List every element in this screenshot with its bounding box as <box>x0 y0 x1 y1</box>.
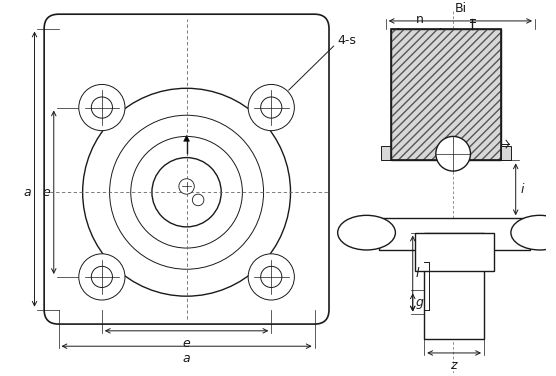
Circle shape <box>192 194 204 206</box>
Circle shape <box>79 85 125 130</box>
Bar <box>415 233 494 271</box>
Bar <box>391 29 502 161</box>
Circle shape <box>261 97 282 118</box>
Circle shape <box>179 179 194 194</box>
Text: i: i <box>520 183 524 196</box>
Circle shape <box>248 254 294 300</box>
Text: g: g <box>416 296 424 309</box>
Circle shape <box>110 115 264 269</box>
Bar <box>391 29 502 161</box>
Text: a: a <box>183 352 190 365</box>
FancyBboxPatch shape <box>44 14 329 324</box>
Circle shape <box>91 266 112 288</box>
Bar <box>381 146 391 161</box>
Text: n: n <box>415 13 424 26</box>
Bar <box>502 146 511 161</box>
Polygon shape <box>183 135 190 141</box>
Ellipse shape <box>511 215 556 250</box>
Text: Bi: Bi <box>454 2 466 15</box>
Text: 4-s: 4-s <box>337 34 356 47</box>
Circle shape <box>248 85 294 130</box>
Circle shape <box>131 136 242 248</box>
Text: e: e <box>183 337 191 350</box>
Bar <box>379 218 530 250</box>
Circle shape <box>152 158 221 227</box>
Bar <box>424 233 484 338</box>
Circle shape <box>436 136 470 171</box>
Ellipse shape <box>337 215 395 250</box>
Text: a: a <box>23 186 31 199</box>
Bar <box>391 29 502 161</box>
Circle shape <box>83 88 291 296</box>
Circle shape <box>261 266 282 288</box>
Text: l: l <box>416 267 419 280</box>
Text: z: z <box>450 359 456 372</box>
Circle shape <box>91 97 112 118</box>
Text: e: e <box>42 186 50 199</box>
Circle shape <box>79 254 125 300</box>
